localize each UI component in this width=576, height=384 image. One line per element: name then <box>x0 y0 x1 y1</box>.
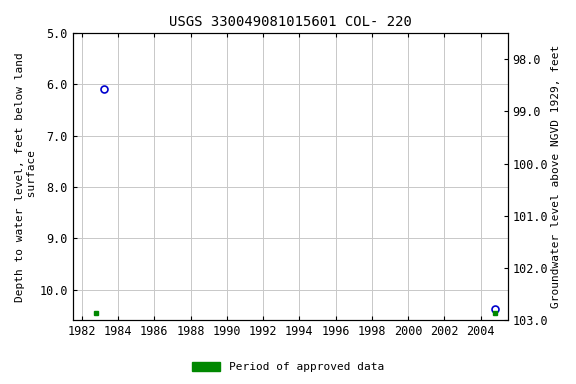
Legend: Period of approved data: Period of approved data <box>188 357 388 377</box>
Y-axis label: Groundwater level above NGVD 1929, feet: Groundwater level above NGVD 1929, feet <box>551 45 561 308</box>
Title: USGS 330049081015601 COL- 220: USGS 330049081015601 COL- 220 <box>169 15 412 29</box>
Y-axis label: Depth to water level, feet below land
 surface: Depth to water level, feet below land su… <box>15 52 37 301</box>
